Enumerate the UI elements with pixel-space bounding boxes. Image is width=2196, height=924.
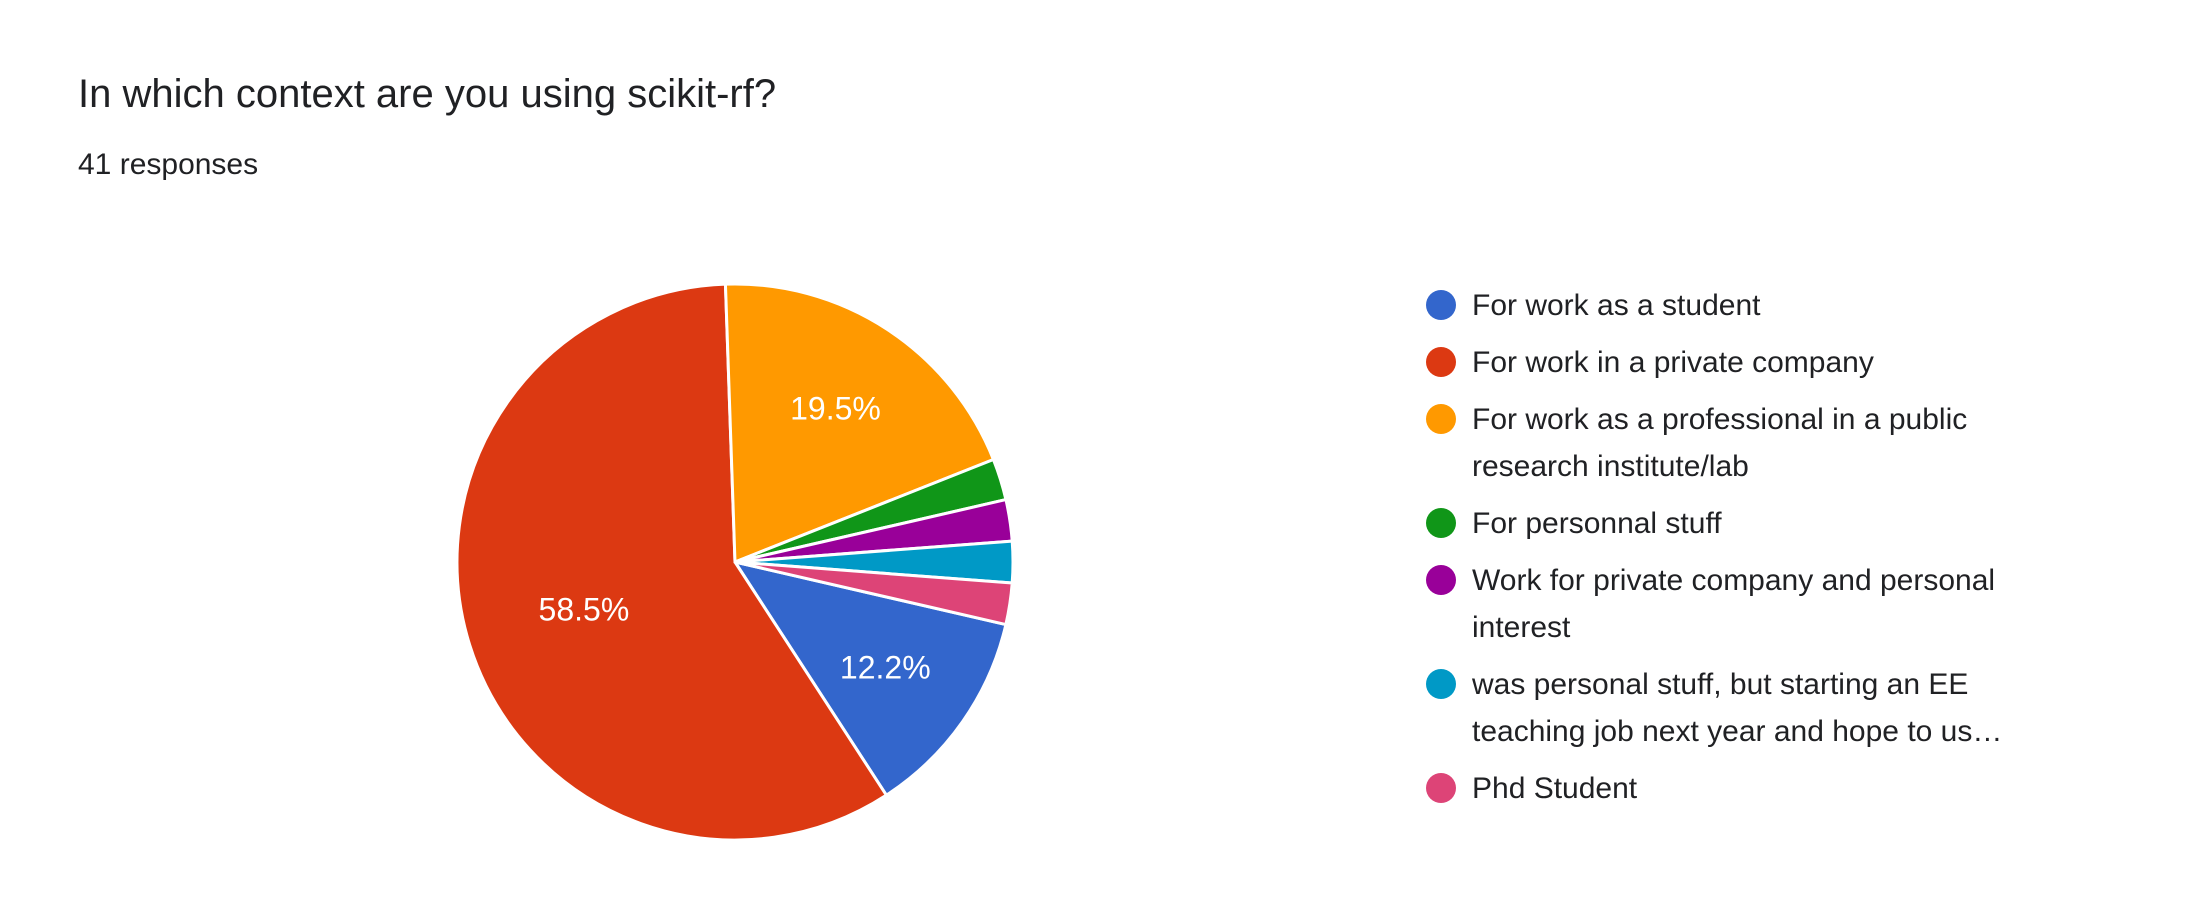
legend-item: For work as a professional in a public r… (1426, 396, 2066, 490)
legend-label: For work as a student (1472, 289, 1761, 322)
pie-slice (723, 282, 995, 564)
legend-label: For work in a private company (1472, 346, 1874, 379)
legend-item: Phd Student (1426, 765, 2066, 812)
legend-item: Work for private company and personal in… (1426, 557, 2066, 651)
legend-swatch (1426, 404, 1456, 434)
responses-count: 41 responses (78, 148, 259, 181)
slice-percent-label: 58.5% (539, 592, 630, 628)
pie-slice (733, 560, 1014, 627)
legend-label: was personal stuff, but starting an EE t… (1472, 668, 2003, 748)
legend-label: Phd Student (1472, 772, 1638, 805)
legend-swatch (1426, 347, 1456, 377)
legend-item: was personal stuff, but starting an EE t… (1426, 661, 2066, 755)
chart-legend: For work as a student For work in a priva… (1426, 282, 2066, 822)
legend-label: Work for private company and personal in… (1472, 564, 1996, 644)
legend-swatch (1426, 290, 1456, 320)
legend-item: For personnal stuff (1426, 500, 2066, 547)
legend-swatch (1426, 669, 1456, 699)
legend-swatch (1426, 508, 1456, 538)
legend-swatch (1426, 565, 1456, 595)
legend-item: For work in a private company (1426, 339, 2066, 386)
legend-item: For work as a student (1426, 282, 2066, 329)
legend-label: For work as a professional in a public r… (1472, 403, 1968, 483)
legend-swatch (1426, 773, 1456, 803)
legend-label: For personnal stuff (1472, 507, 1722, 540)
pie-slice (455, 282, 888, 842)
pie-chart: 12.2% 58.5% 19.5% (455, 282, 1015, 842)
question-title: In which context are you using scikit-rf… (78, 72, 777, 116)
slice-percent-label: 12.2% (840, 649, 931, 685)
slice-percent-label: 19.5% (790, 391, 881, 427)
pie-slice (733, 560, 1008, 797)
pie-chart-area: 12.2% 58.5% 19.5% (435, 262, 1035, 862)
